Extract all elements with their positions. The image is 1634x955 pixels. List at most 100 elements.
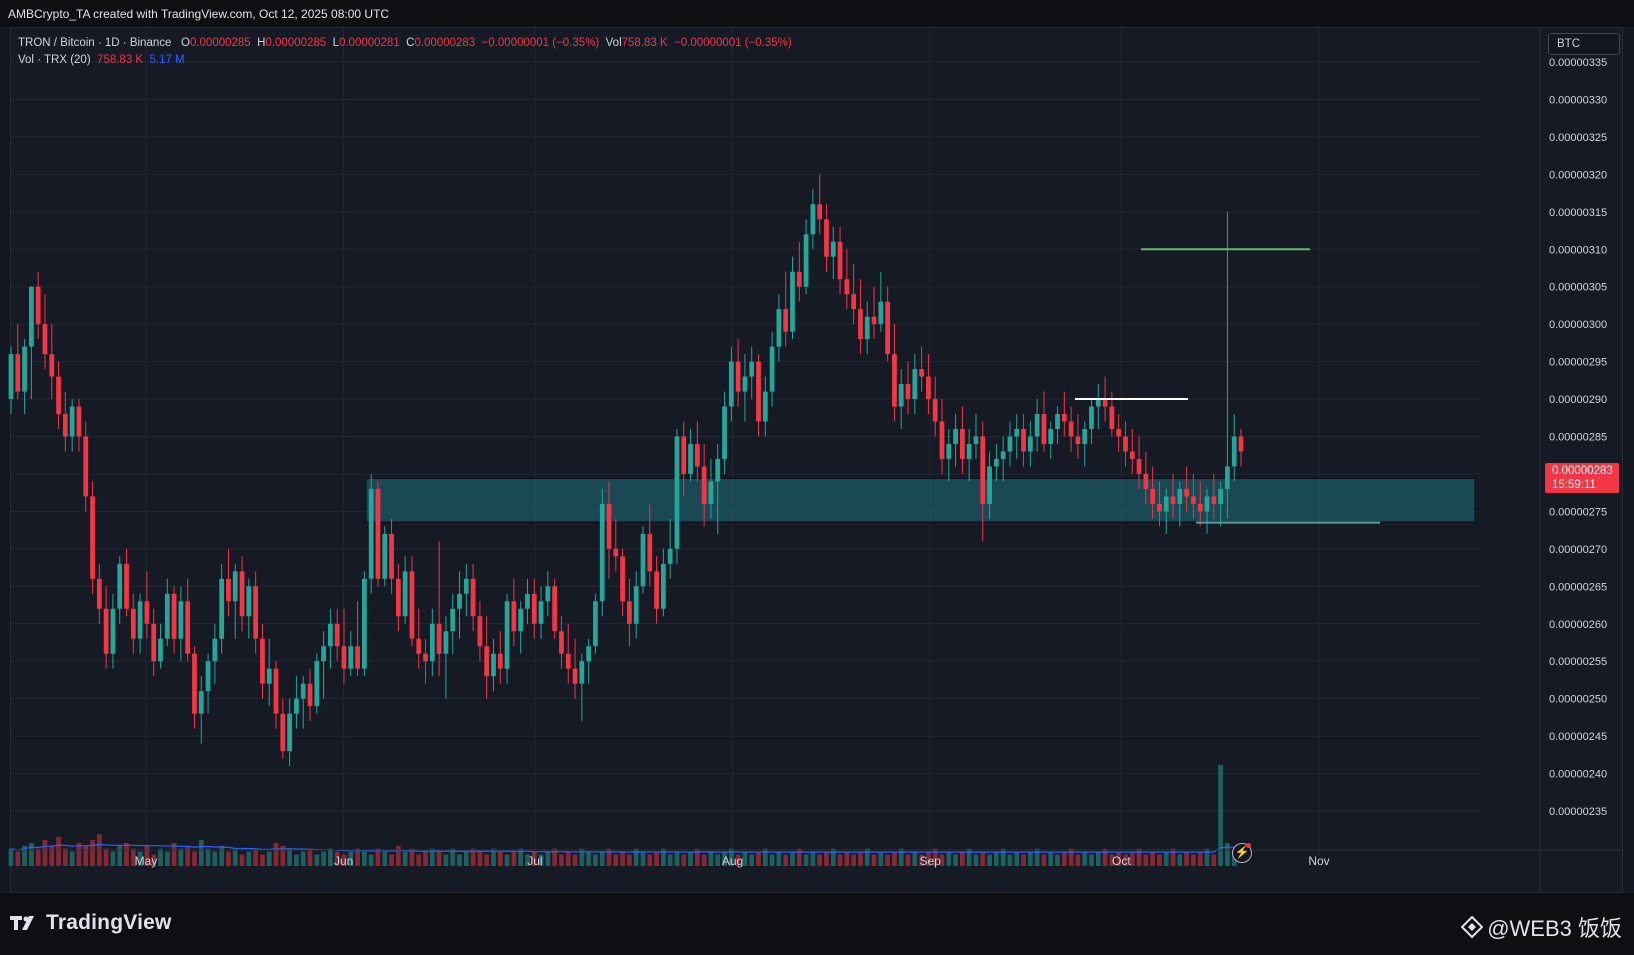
candle-body xyxy=(627,601,632,624)
volume-bar xyxy=(946,851,952,866)
candle-body xyxy=(96,578,102,609)
volume-bar xyxy=(232,848,238,866)
legend-volume-row: Vol · TRX (20) 758.83 K 5.17 M xyxy=(18,52,792,69)
volume-bar xyxy=(144,845,150,866)
candle-body xyxy=(715,458,721,482)
volume-bar xyxy=(586,851,592,866)
candle-body xyxy=(1238,436,1244,452)
candle-body xyxy=(1048,429,1054,444)
candle-body xyxy=(538,601,544,624)
candle-body xyxy=(960,429,965,459)
volume-study-label[interactable]: Vol · TRX (20) xyxy=(18,54,91,66)
volume-bar xyxy=(790,851,795,866)
close-value: 0.00000283 xyxy=(414,37,476,49)
volume-bar xyxy=(1109,854,1115,866)
candle-body xyxy=(470,578,476,617)
candle-body xyxy=(1116,429,1122,437)
candle-body xyxy=(192,653,197,714)
volume-bar xyxy=(715,854,721,866)
volume-bar xyxy=(912,851,918,866)
volume-bar xyxy=(62,848,68,866)
candle-body xyxy=(355,646,360,669)
candle-body xyxy=(606,503,612,549)
candle-body xyxy=(1204,496,1210,512)
candle-body xyxy=(232,571,238,602)
candle-body xyxy=(124,563,129,609)
candle-body xyxy=(1184,488,1190,497)
currency-selector[interactable]: BTC xyxy=(1548,33,1620,55)
volume-bar xyxy=(1055,854,1060,866)
y-tick-label: 0.00000235 xyxy=(1549,806,1607,818)
volume-bar xyxy=(735,854,741,866)
candle-body xyxy=(762,391,768,422)
volume-bar xyxy=(627,854,632,866)
candle-body xyxy=(756,361,761,422)
volume-bar xyxy=(321,851,326,866)
candle-body xyxy=(185,601,191,654)
candle-body xyxy=(871,316,877,325)
volume-bar xyxy=(450,848,456,866)
volume-bar xyxy=(708,851,714,866)
chart-frame[interactable] xyxy=(10,27,1623,893)
candle-body xyxy=(783,309,789,332)
candle-body xyxy=(1000,451,1006,459)
volume-bar xyxy=(375,848,381,866)
candle-body xyxy=(776,309,782,347)
volume-bar xyxy=(953,854,958,866)
y-tick-label: 0.00000275 xyxy=(1549,506,1607,518)
high-label: H xyxy=(257,37,266,49)
candle-body xyxy=(926,376,931,400)
x-tick-label: Sep xyxy=(919,854,941,868)
candle-body xyxy=(688,443,693,474)
open-value: 0.00000285 xyxy=(189,37,251,49)
candlesticks xyxy=(8,174,1244,767)
bar-countdown: 15:59:11 xyxy=(1552,479,1596,491)
volume-bar xyxy=(538,854,544,866)
candle-body xyxy=(361,578,367,669)
volume-bar xyxy=(198,840,204,866)
candle-body xyxy=(824,219,829,257)
candle-body xyxy=(1231,436,1237,467)
x-tick-label: May xyxy=(135,854,158,868)
candle-body xyxy=(1218,488,1223,504)
volume-bar xyxy=(769,854,775,866)
candle-body xyxy=(545,586,551,602)
volume-bar xyxy=(1007,854,1013,866)
volume-bar xyxy=(280,845,286,866)
volume-bar xyxy=(667,854,673,866)
y-tick-label: 0.00000245 xyxy=(1549,731,1607,743)
volume-bar xyxy=(1225,842,1230,866)
y-tick-label: 0.00000335 xyxy=(1549,57,1607,69)
candle-body xyxy=(728,361,734,407)
demand-zone-layer xyxy=(365,477,1476,523)
candle-body xyxy=(35,286,41,325)
volume-bar xyxy=(1102,848,1108,866)
lightning-icon[interactable]: ⚡ xyxy=(1232,843,1252,863)
symbol-label[interactable]: TRON / Bitcoin · 1D · Binance xyxy=(18,37,172,49)
volume-bar xyxy=(1177,854,1183,866)
candle-body xyxy=(966,443,972,459)
volume-bar xyxy=(137,851,143,866)
candle-body xyxy=(1225,466,1230,489)
volume-bar xyxy=(559,854,564,866)
y-tick-label: 0.00000255 xyxy=(1549,656,1607,668)
tradingview-logo[interactable]: TradingView xyxy=(10,911,172,935)
candle-body xyxy=(1027,436,1033,452)
volume-bar xyxy=(355,848,360,866)
volume-bar xyxy=(158,848,163,866)
candle-body xyxy=(395,578,401,617)
volume-bar xyxy=(613,854,619,866)
volume-bar xyxy=(1218,765,1223,866)
volume-bar xyxy=(688,851,693,866)
candle-body xyxy=(429,623,435,662)
candle-body xyxy=(22,346,27,392)
candle-body xyxy=(382,533,388,579)
volume-ma-value: 5.17 M xyxy=(149,54,185,66)
candle-body xyxy=(409,571,415,639)
candle-body xyxy=(599,503,605,602)
volume-bar xyxy=(926,851,931,866)
volume-bar xyxy=(1123,854,1128,866)
candle-body xyxy=(42,324,48,355)
candle-body xyxy=(1136,458,1142,474)
